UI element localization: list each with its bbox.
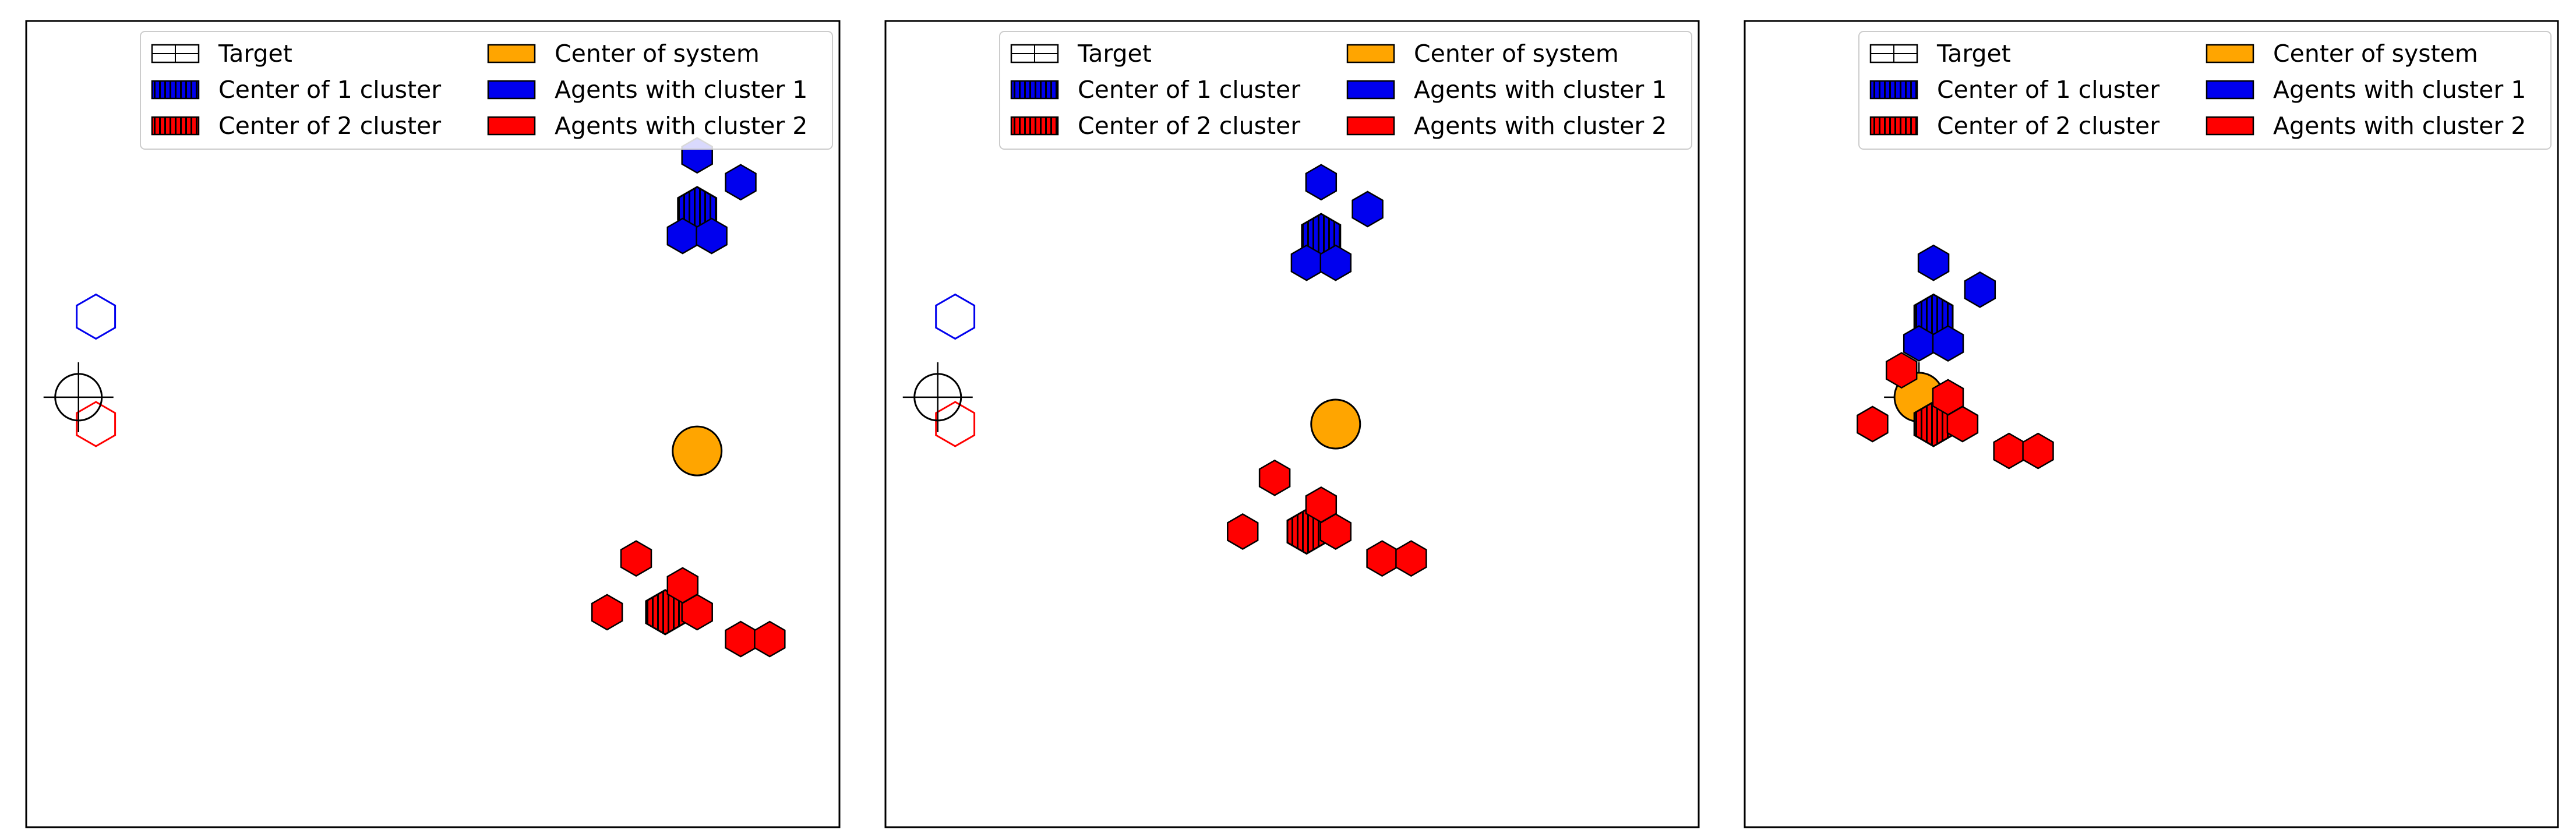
legend-center-cluster-1-swatch (1869, 80, 1918, 100)
cluster-2-agent (681, 594, 713, 631)
legend-box (999, 31, 1692, 150)
cluster-1-agent (1964, 271, 1996, 308)
legend-agents-cluster-2-label: Agents with cluster 2 (555, 112, 807, 140)
legend-center-cluster-1-label: Center of 1 cluster (218, 76, 441, 104)
cluster-1-agent (696, 217, 728, 255)
cluster-2-agent (1946, 405, 1979, 443)
center-of-system (1310, 398, 1361, 450)
cluster-1-agent (725, 164, 757, 201)
legend-center-system-label: Center of system (2273, 40, 2478, 68)
legend-center-system-swatch (487, 44, 536, 63)
cluster-2-agent (1319, 513, 1352, 550)
cluster-1-target-hexagon (935, 293, 976, 340)
legend-center-cluster-2-label: Center of 2 cluster (1937, 112, 2159, 140)
legend: Target Center of system Center of 1 cluste… (1858, 31, 2552, 150)
panel-1: Target Center of system Center of 1 cluste… (25, 20, 841, 828)
legend-center-cluster-2-label: Center of 2 cluster (218, 112, 441, 140)
cluster-1-agent (1305, 164, 1338, 201)
legend: Target Center of system Center of 1 cluste… (999, 31, 1692, 150)
legend-center-cluster-1-label: Center of 1 cluster (1937, 76, 2159, 104)
legend-center-system-swatch (2206, 44, 2254, 63)
legend-target-label: Target (1936, 40, 2011, 68)
legend-center-cluster-1-label: Center of 1 cluster (1078, 76, 1300, 104)
cluster-1-agent (1932, 325, 1964, 362)
legend-center-cluster-2-swatch (1869, 116, 1918, 136)
panel-3: Target Center of system Center of 1 cluste… (1744, 20, 2559, 828)
cluster-2-target-hexagon (935, 401, 976, 447)
cluster-2-agent (591, 594, 623, 631)
legend-agents-cluster-1-swatch (487, 80, 536, 100)
cluster-2-target-hexagon (76, 401, 117, 447)
legend-center-cluster-2-swatch (1010, 116, 1059, 136)
cluster-1-agent (1917, 244, 1950, 281)
legend-box (140, 31, 833, 150)
legend-agents-cluster-2-swatch (1346, 116, 1395, 136)
legend-agents-cluster-1-swatch (1346, 80, 1395, 100)
legend-target-label: Target (1077, 40, 1152, 68)
legend-agents-cluster-1-label: Agents with cluster 1 (555, 76, 807, 104)
legend-agents-cluster-2-label: Agents with cluster 2 (2273, 112, 2526, 140)
legend-agents-cluster-2-label: Agents with cluster 2 (1414, 112, 1667, 140)
axes-frame (884, 20, 1700, 828)
legend: Target Center of system Center of 1 cluste… (140, 31, 833, 150)
legend-center-system-label: Center of system (555, 40, 760, 68)
panel-2: Target Center of system Center of 1 cluste… (884, 20, 1700, 828)
cluster-2-agent (2022, 432, 2054, 470)
legend-center-cluster-1-swatch (151, 80, 200, 100)
legend-target-label: Target (218, 40, 292, 68)
target-marker (43, 362, 114, 432)
center-of-system (672, 425, 723, 477)
cluster-2-agent (1258, 459, 1291, 496)
cluster-2-agent (1885, 352, 1918, 389)
cluster-2-agent (754, 620, 786, 658)
legend-box (1858, 31, 2552, 150)
legend-center-system-label: Center of system (1414, 40, 1619, 68)
legend-agents-cluster-1-label: Agents with cluster 1 (1414, 76, 1667, 104)
legend-agents-cluster-1-swatch (2206, 80, 2254, 100)
legend-center-cluster-1-swatch (1010, 80, 1059, 100)
cluster-2-agent (1395, 540, 1427, 577)
cluster-1-agent (1351, 190, 1384, 228)
legend-agents-cluster-2-swatch (2206, 116, 2254, 136)
legend-center-system-swatch (1346, 44, 1395, 63)
legend-agents-cluster-2-swatch (487, 116, 536, 136)
cluster-2-agent (620, 540, 652, 577)
cluster-1-target-hexagon (76, 293, 117, 340)
cluster-1-agent (1319, 244, 1352, 281)
legend-center-cluster-2-label: Center of 2 cluster (1078, 112, 1300, 140)
legend-agents-cluster-1-label: Agents with cluster 1 (2273, 76, 2526, 104)
cluster-2-agent (1227, 513, 1259, 550)
cluster-2-agent (1857, 405, 1889, 443)
legend-center-cluster-2-swatch (151, 116, 200, 136)
target-marker (902, 362, 973, 432)
